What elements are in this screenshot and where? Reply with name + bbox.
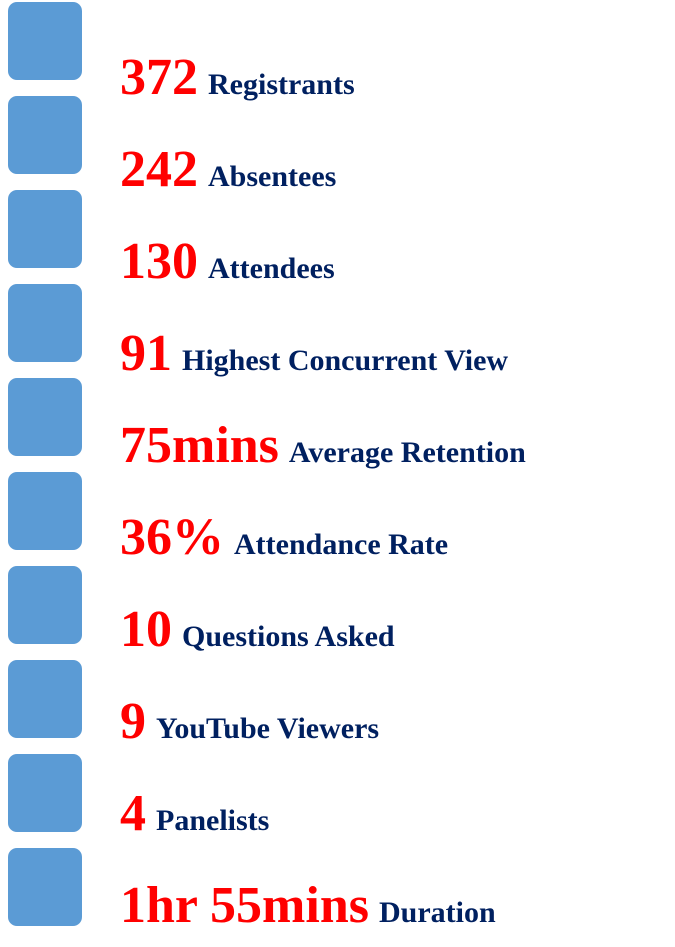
bullet-square bbox=[8, 848, 82, 926]
stat-label: Absentees bbox=[208, 160, 337, 193]
stat-number: 372 bbox=[120, 49, 198, 106]
bullet-square bbox=[8, 472, 82, 550]
bullet-square bbox=[8, 284, 82, 362]
stat-row: 242 Absentees bbox=[120, 140, 336, 200]
stat-label: YouTube Viewers bbox=[156, 712, 380, 745]
stat-label: Attendance Rate bbox=[234, 528, 449, 561]
stat-number: 1hr 55mins bbox=[120, 877, 369, 934]
stat-number: 10 bbox=[120, 601, 172, 658]
bullet-square bbox=[8, 566, 82, 644]
stat-number: 9 bbox=[120, 693, 146, 750]
stat-number: 75mins bbox=[120, 417, 279, 474]
bullet-square bbox=[8, 2, 82, 80]
stat-number: 36% bbox=[120, 509, 224, 566]
bullet-square bbox=[8, 660, 82, 738]
bullet-square bbox=[8, 754, 82, 832]
bullet-square bbox=[8, 190, 82, 268]
stat-label: Average Retention bbox=[288, 436, 526, 469]
stat-row: 91 Highest Concurrent View bbox=[120, 324, 508, 384]
stat-number: 91 bbox=[120, 325, 172, 382]
stat-label: Questions Asked bbox=[182, 620, 395, 653]
stat-row: 130 Attendees bbox=[120, 232, 335, 292]
stat-label: Highest Concurrent View bbox=[182, 344, 509, 377]
stat-number: 130 bbox=[120, 233, 198, 290]
stat-label: Panelists bbox=[156, 804, 270, 837]
stat-label: Registrants bbox=[208, 68, 355, 101]
stat-number: 4 bbox=[120, 785, 146, 842]
stat-row: 1hr 55mins Duration bbox=[120, 876, 496, 936]
bullet-square bbox=[8, 96, 82, 174]
stat-row: 9 YouTube Viewers bbox=[120, 692, 379, 752]
stat-row: 75mins Average Retention bbox=[120, 416, 526, 476]
stat-row: 10 Questions Asked bbox=[120, 600, 395, 660]
stat-number: 242 bbox=[120, 141, 198, 198]
stat-row: 4 Panelists bbox=[120, 784, 269, 844]
stat-row: 36% Attendance Rate bbox=[120, 508, 448, 568]
bullet-square bbox=[8, 378, 82, 456]
stat-label: Attendees bbox=[208, 252, 335, 285]
stat-row: 372 Registrants bbox=[120, 48, 355, 108]
stat-label: Duration bbox=[378, 896, 496, 929]
